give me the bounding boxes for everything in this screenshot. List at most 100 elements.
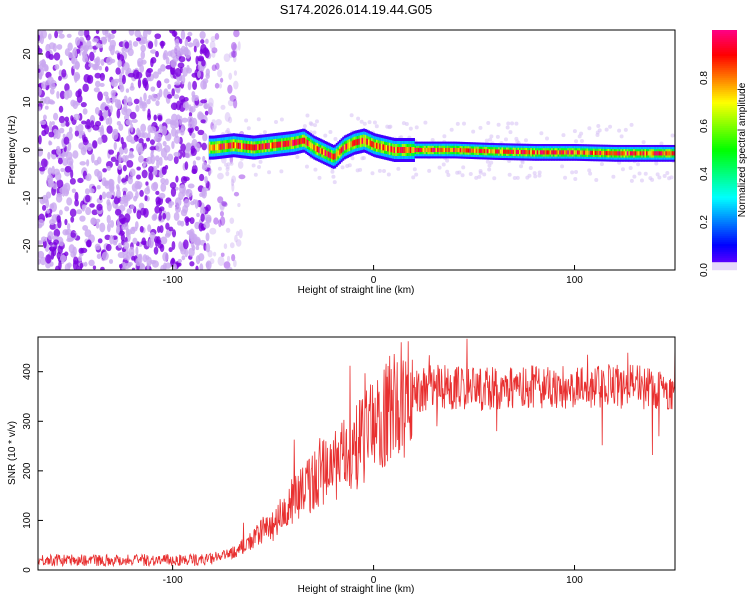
noise-blob: [53, 52, 61, 61]
noise-blob: [101, 134, 108, 143]
noise-blob: [256, 117, 261, 122]
noise-blob: [617, 160, 622, 165]
ridge-segment: [615, 151, 618, 156]
colorbar-swatch: [712, 118, 737, 121]
noise-blob: [657, 175, 662, 180]
noise-blob: [170, 102, 178, 111]
noise-blob: [147, 224, 152, 233]
ridge-segment: [218, 143, 221, 150]
noise-blob: [148, 171, 154, 181]
ridge-segment: [358, 138, 361, 145]
ridge-segment: [512, 149, 515, 154]
noise-blob: [174, 205, 181, 213]
ridge-segment: [578, 150, 581, 155]
noise-blob: [90, 217, 96, 225]
ridge-segment: [221, 143, 224, 150]
noise-blob: [99, 82, 105, 88]
ridge-segment: [641, 151, 644, 156]
colorbar-swatch: [712, 202, 737, 205]
ridge-segment: [472, 148, 475, 153]
noise-blob: [404, 122, 409, 127]
noise-blob: [169, 182, 177, 189]
noise-blob: [125, 88, 130, 93]
noise-blob: [171, 88, 175, 97]
noise-blob: [189, 217, 195, 225]
ridge-segment: [517, 149, 520, 155]
noise-blob: [94, 107, 100, 115]
ridge-segment: [313, 144, 316, 151]
noise-blob: [167, 153, 174, 162]
noise-blob: [174, 197, 182, 207]
noise-blob: [156, 92, 161, 101]
noise-blob: [217, 166, 222, 171]
noise-blob: [106, 201, 112, 212]
noise-blob: [38, 250, 45, 259]
noise-blob: [214, 82, 220, 89]
noise-blob: [200, 80, 207, 90]
ridge-segment: [449, 147, 452, 153]
noise-blob: [175, 175, 179, 183]
noise-blob: [108, 178, 114, 187]
colorbar-swatch: [712, 206, 737, 209]
noise-blob: [111, 44, 116, 50]
ridge-segment: [445, 147, 448, 153]
ridge-segment: [581, 150, 584, 155]
ridge-segment: [522, 150, 525, 155]
ridge-segment: [334, 153, 337, 160]
noise-blob: [201, 186, 206, 197]
noise-blob: [669, 175, 674, 180]
noise-blob: [137, 184, 142, 190]
colorbar-swatch: [712, 244, 737, 247]
ridge-segment: [478, 148, 481, 153]
ridge-segment: [589, 150, 592, 155]
noise-blob: [507, 172, 512, 177]
ridge-segment: [446, 147, 449, 153]
ridge-segment: [570, 150, 573, 155]
noise-blob: [198, 253, 205, 262]
noise-blob: [209, 258, 215, 265]
colorbar-swatch: [712, 152, 737, 155]
bottom-plot-frame: [37, 336, 676, 571]
ridge-segment: [324, 149, 327, 156]
noise-blob: [140, 240, 148, 245]
ridge-segment: [491, 149, 494, 154]
noise-blob: [155, 142, 163, 152]
colorbar-swatch: [712, 132, 737, 135]
colorbar-swatch: [712, 110, 737, 113]
ridge-segment: [409, 147, 412, 153]
noise-blob: [455, 121, 460, 126]
noise-blob: [130, 204, 135, 210]
colorbar-tick-label: 0.6: [699, 119, 710, 133]
noise-blob: [54, 63, 60, 70]
noise-blob: [639, 178, 644, 183]
ridge-segment: [435, 147, 438, 153]
ridge-segment: [297, 138, 300, 145]
noise-blob: [149, 146, 156, 151]
noise-blob: [532, 171, 537, 176]
noise-blob: [159, 156, 163, 167]
noise-blob: [47, 76, 54, 85]
colorbar-swatch: [712, 122, 737, 125]
y-tick-label: 300: [22, 412, 33, 429]
ridge-segment: [395, 147, 398, 153]
noise-blob: [162, 52, 167, 61]
noise-blob: [121, 178, 127, 183]
ridge-segment: [573, 150, 576, 155]
x-tick-label: -100: [163, 575, 183, 586]
noise-blob: [219, 201, 225, 212]
noise-blob: [232, 55, 237, 63]
ridge-segment: [535, 150, 538, 155]
ridge-segment: [631, 151, 634, 156]
ridge-segment: [625, 151, 628, 156]
colorbar-swatch: [712, 144, 737, 147]
ridge-segment: [322, 149, 325, 156]
noise-blob: [83, 136, 88, 143]
noise-blob: [147, 41, 154, 49]
noise-blob: [38, 87, 42, 97]
noise-blob: [74, 130, 80, 137]
noise-blob: [460, 173, 465, 178]
ridge-segment: [427, 147, 430, 153]
noise-blob: [64, 165, 72, 173]
noise-blob: [237, 161, 244, 169]
noise-blob: [487, 167, 492, 172]
